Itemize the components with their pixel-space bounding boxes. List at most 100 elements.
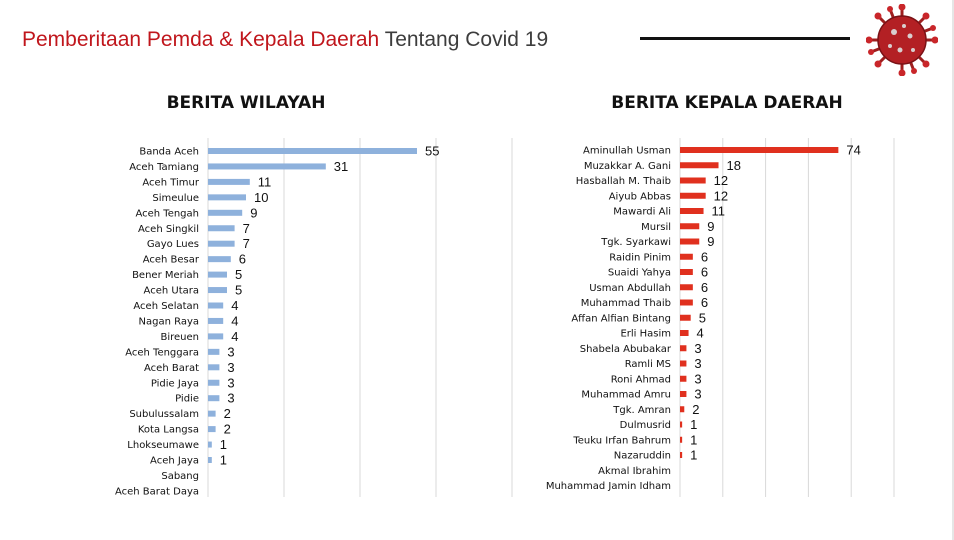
bar bbox=[680, 177, 706, 184]
data-label: 12 bbox=[714, 188, 728, 203]
bar bbox=[208, 178, 250, 185]
category-label: Affan Alfian Bintang bbox=[571, 313, 671, 324]
bar bbox=[208, 148, 417, 154]
data-label: 5 bbox=[235, 283, 242, 298]
bar bbox=[680, 284, 693, 291]
bar bbox=[208, 333, 224, 340]
data-label: 9 bbox=[250, 205, 257, 220]
data-label: 4 bbox=[231, 313, 238, 328]
category-label: Aceh Timur bbox=[142, 177, 199, 188]
data-label: 3 bbox=[694, 371, 701, 386]
category-label: Gayo Lues bbox=[147, 239, 199, 250]
category-label: Mawardi Ali bbox=[613, 207, 671, 218]
category-label: Muhammad Thaib bbox=[581, 298, 671, 309]
bar bbox=[208, 194, 246, 201]
data-label: 7 bbox=[243, 221, 250, 236]
category-label: Aminullah Usman bbox=[583, 146, 671, 157]
category-label: Hasballah M. Thaib bbox=[576, 176, 671, 187]
data-label: 1 bbox=[220, 453, 227, 468]
bar bbox=[208, 457, 212, 463]
bar bbox=[208, 287, 227, 294]
category-label: Tgk. Syarkawi bbox=[600, 237, 671, 248]
data-label: 11 bbox=[712, 204, 726, 219]
category-label: Aceh Singkil bbox=[138, 224, 199, 235]
category-label: Pidie Jaya bbox=[151, 378, 199, 389]
bar bbox=[680, 391, 687, 397]
bar bbox=[680, 162, 719, 169]
category-label: Aiyub Abbas bbox=[609, 191, 671, 202]
data-label: 3 bbox=[694, 387, 701, 402]
bar bbox=[208, 163, 326, 170]
bar bbox=[680, 330, 689, 336]
data-label: 18 bbox=[727, 158, 741, 173]
data-label: 12 bbox=[714, 173, 728, 188]
category-label: Aceh Barat Daya bbox=[115, 486, 199, 497]
data-label: 5 bbox=[699, 310, 706, 325]
data-label: 3 bbox=[227, 375, 234, 390]
category-label: Ramli MS bbox=[625, 359, 671, 370]
bar bbox=[680, 406, 685, 413]
data-label: 6 bbox=[239, 252, 246, 267]
category-label: Roni Ahmad bbox=[611, 374, 671, 385]
chart-title: BERITA WILAYAH bbox=[167, 93, 326, 113]
title-red-part: Pemberitaan Pemda & Kepala Daerah bbox=[22, 28, 380, 51]
category-label: Pidie bbox=[175, 394, 199, 405]
category-label: Bener Meriah bbox=[132, 270, 199, 281]
category-label: Aceh Selatan bbox=[133, 301, 199, 312]
data-label: 2 bbox=[692, 402, 699, 417]
bar bbox=[208, 271, 227, 278]
data-label: 3 bbox=[694, 341, 701, 356]
category-label: Dulmusrid bbox=[620, 420, 671, 431]
data-label: 1 bbox=[690, 432, 697, 447]
bar bbox=[208, 256, 231, 263]
category-label: Muzakkar A. Gani bbox=[584, 161, 671, 172]
category-label: Simeulue bbox=[152, 193, 199, 204]
bar bbox=[680, 375, 687, 382]
category-label: Bireuen bbox=[160, 332, 199, 343]
bar bbox=[680, 223, 700, 230]
data-label: 4 bbox=[231, 298, 238, 313]
data-label: 74 bbox=[846, 143, 860, 158]
bar bbox=[680, 208, 704, 214]
bar bbox=[680, 452, 683, 458]
category-label: Akmal Ibrahim bbox=[598, 466, 671, 477]
data-label: 4 bbox=[697, 326, 704, 341]
bar bbox=[208, 379, 220, 386]
slide-edge bbox=[952, 0, 954, 540]
bar bbox=[208, 441, 212, 448]
data-label: 2 bbox=[224, 422, 231, 437]
bar bbox=[680, 345, 687, 352]
bar bbox=[208, 302, 224, 309]
category-label: Subulussalam bbox=[129, 409, 199, 420]
data-label: 31 bbox=[334, 159, 348, 174]
bar bbox=[680, 147, 839, 153]
data-label: 7 bbox=[243, 236, 250, 251]
bar bbox=[208, 225, 235, 232]
bar bbox=[208, 364, 220, 371]
category-label: Aceh Tenggara bbox=[125, 347, 199, 358]
data-label: 11 bbox=[258, 174, 272, 189]
bar bbox=[680, 436, 683, 443]
bar bbox=[208, 426, 216, 433]
category-label: Muhammad Jamin Idham bbox=[546, 481, 671, 492]
bar bbox=[680, 360, 687, 367]
bar bbox=[208, 348, 220, 355]
data-label: 6 bbox=[701, 265, 708, 280]
data-label: 1 bbox=[690, 417, 697, 432]
category-label: Teuku Irfan Bahrum bbox=[572, 435, 671, 446]
bar bbox=[208, 317, 224, 324]
category-label: Sabang bbox=[161, 471, 199, 482]
category-label: Mursil bbox=[641, 222, 671, 233]
category-label: Aceh Utara bbox=[144, 286, 199, 297]
data-label: 6 bbox=[701, 295, 708, 310]
category-label: Suaidi Yahya bbox=[608, 268, 671, 279]
category-label: Erli Hasim bbox=[620, 329, 671, 340]
category-label: Aceh Barat bbox=[144, 363, 199, 374]
data-label: 3 bbox=[227, 360, 234, 375]
bar bbox=[680, 238, 700, 245]
category-label: Nazaruddin bbox=[614, 451, 671, 462]
category-label: Kota Langsa bbox=[138, 425, 199, 436]
category-label: Tgk. Amran bbox=[612, 405, 671, 416]
data-label: 9 bbox=[707, 234, 714, 249]
coronavirus-icon bbox=[866, 4, 938, 76]
